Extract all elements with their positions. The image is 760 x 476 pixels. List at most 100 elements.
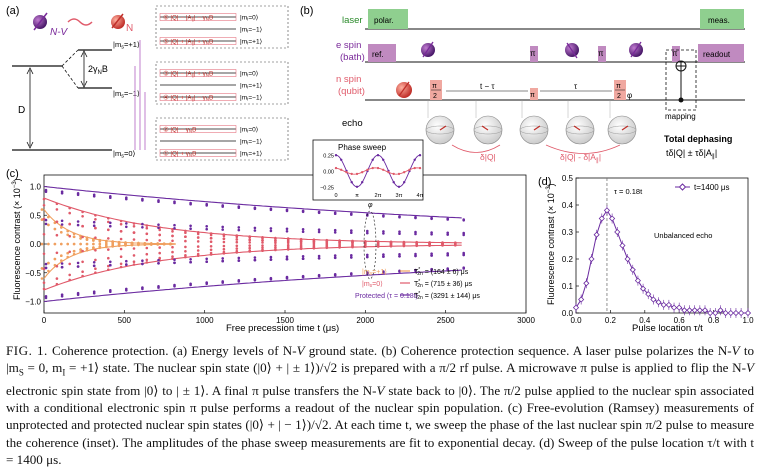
c-data-point — [274, 241, 277, 244]
c-data-point — [189, 282, 192, 286]
inset-point — [392, 181, 395, 184]
mi-ket: |mI=0⟩ — [240, 70, 259, 78]
c-legend-t2: T* 2n = (3291 ± 144) μs — [414, 291, 480, 301]
c-data-point — [157, 262, 160, 265]
d-data-point — [614, 228, 621, 236]
c-data-point — [117, 240, 121, 244]
c-xtick-label: 0 — [42, 316, 47, 325]
c-data-point — [398, 254, 401, 258]
c-data-point — [156, 242, 159, 245]
c-data-point — [81, 249, 84, 253]
c-data-point — [376, 244, 380, 247]
inset-point — [376, 166, 380, 170]
inset-point — [392, 172, 395, 176]
c-data-point — [53, 263, 57, 267]
c-data-point — [301, 274, 305, 278]
c-data-point — [325, 240, 329, 244]
c-data-point — [364, 244, 367, 247]
pi-pulse-1 — [530, 46, 538, 62]
c-data-point — [68, 206, 71, 210]
c-data-point — [286, 237, 290, 240]
c-data-point — [111, 240, 114, 243]
c-data-point — [274, 248, 277, 252]
c-data-point — [162, 242, 166, 245]
c-data-point — [235, 240, 239, 244]
inset-point — [382, 168, 385, 171]
d-data-point — [722, 309, 729, 317]
c-data-point — [398, 230, 401, 233]
c-data-point — [402, 241, 406, 245]
c-data-point — [94, 271, 97, 275]
d-data-point — [696, 307, 703, 314]
transition-box — [159, 93, 237, 101]
c-data-point — [81, 235, 84, 239]
c-data-point — [107, 248, 110, 251]
inset-point — [340, 168, 343, 171]
svg-text:polar.: polar. — [374, 16, 394, 25]
d-data-point — [701, 307, 709, 314]
c-data-point — [398, 232, 401, 235]
c-data-point — [446, 233, 450, 236]
c-data-point — [173, 283, 176, 287]
c-data-point — [68, 234, 71, 238]
c-data-point — [60, 223, 64, 226]
d-data-point — [593, 231, 600, 238]
dq2-arc — [545, 144, 621, 154]
d-data-point — [676, 304, 683, 311]
c-data-point — [209, 236, 213, 240]
c-data-point — [398, 215, 401, 219]
inset-point — [387, 171, 390, 174]
c-data-point — [72, 249, 76, 253]
c-data-point — [189, 260, 192, 264]
c-data-point — [333, 228, 337, 232]
c-data-point — [68, 262, 71, 266]
c-data-point — [235, 247, 239, 250]
c-data-point — [414, 254, 417, 258]
bloch-vector-icon — [621, 125, 629, 131]
c-data-point — [173, 201, 176, 205]
unbalanced-echo: Unbalanced echo — [654, 231, 712, 240]
c-data-point — [98, 238, 102, 242]
transition-box — [159, 13, 237, 21]
c-data-point — [261, 239, 264, 242]
pi-pulse-3 — [672, 46, 680, 62]
c-data-point — [312, 238, 316, 241]
d-ytick-label: 0.2 — [562, 255, 574, 264]
c-data-point — [92, 264, 96, 268]
d-data-point — [650, 296, 657, 303]
c-data-point — [209, 232, 213, 235]
row-laser: laser — [342, 15, 363, 26]
c-data-point — [158, 233, 161, 237]
c-data-point — [312, 240, 316, 243]
c-data-point — [171, 239, 174, 243]
svg-text:ref.: ref. — [372, 50, 384, 59]
inset-point — [413, 166, 416, 170]
d-ytick-label: 0.1 — [562, 282, 574, 291]
c-data-point — [68, 278, 71, 282]
c-data-point — [125, 197, 128, 201]
n-label: N — [126, 23, 133, 34]
c-data-point — [189, 224, 192, 228]
caption-fig: FIG. 1. — [6, 343, 48, 358]
c-data-point — [47, 215, 50, 219]
c-data-point — [222, 247, 226, 251]
c-data-point — [42, 252, 46, 256]
inset-point — [382, 158, 385, 161]
panel-d: (d) 0.0 0.2 0.4 0.6 0.8 1.0 0.0 0.1 0.2 0.3 0.4 0.5… — [538, 174, 754, 334]
c-data-point — [158, 239, 161, 242]
inset-xtick-label: 3π — [396, 193, 403, 199]
c-data-point — [221, 225, 224, 229]
inset-xtick-label: 0 — [334, 193, 337, 199]
d-data-point — [609, 215, 616, 222]
c-data-point — [366, 231, 369, 235]
inset-xtick-label: π — [355, 193, 359, 199]
c-data-point — [189, 258, 192, 261]
transition-box — [159, 149, 237, 157]
c-data-point — [312, 247, 316, 250]
c-data-point — [81, 260, 84, 264]
c-data-point — [317, 228, 321, 231]
c-data-point — [105, 244, 108, 248]
c-data-point — [141, 286, 144, 289]
c-data-point — [119, 255, 123, 258]
c-data-point — [248, 244, 251, 247]
